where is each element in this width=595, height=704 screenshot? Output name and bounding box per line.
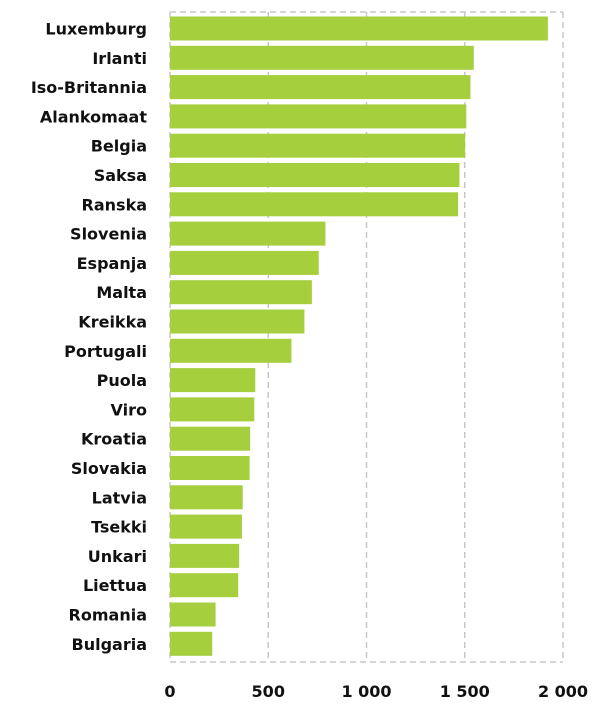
bar-19 <box>170 573 239 598</box>
category-label-19: Liettua <box>83 576 147 595</box>
bar-12 <box>170 368 256 393</box>
bar-17 <box>170 514 242 539</box>
bar-13 <box>170 397 255 422</box>
category-label-12: Puola <box>97 371 147 390</box>
bar-11 <box>170 338 292 363</box>
bar-16 <box>170 485 243 510</box>
category-label-18: Unkari <box>88 547 147 566</box>
category-label-1: Irlanti <box>92 49 147 68</box>
bar-5 <box>170 163 460 187</box>
x-tick-label-4: 2 000 <box>538 682 588 701</box>
bar-6 <box>170 192 459 217</box>
bar-8 <box>170 250 319 275</box>
x-tick-label-2: 1 000 <box>341 682 391 701</box>
bars <box>170 16 548 656</box>
x-tick-label-3: 1 500 <box>440 682 490 701</box>
category-label-11: Portugali <box>64 342 147 361</box>
category-label-4: Belgia <box>91 137 147 156</box>
category-label-10: Kreikka <box>78 313 147 332</box>
bar-10 <box>170 309 305 334</box>
bar-9 <box>170 280 312 305</box>
x-tick-label-1: 500 <box>252 682 285 701</box>
bar-20 <box>170 602 216 627</box>
category-label-9: Malta <box>96 283 147 302</box>
category-label-3: Alankomaat <box>40 107 148 126</box>
bar-2 <box>170 75 471 100</box>
bar-14 <box>170 426 251 451</box>
category-label-16: Latvia <box>92 488 147 507</box>
category-label-8: Espanja <box>77 254 147 273</box>
bar-4 <box>170 133 466 158</box>
category-labels: Luxemburg Irlanti Iso-Britannia Alankomaat B… <box>31 20 148 654</box>
category-label-6: Ranska <box>82 195 147 214</box>
x-tick-label-0: 0 <box>164 682 175 701</box>
bar-18 <box>170 543 240 568</box>
category-label-13: Viro <box>111 400 147 419</box>
bar-3 <box>170 104 467 129</box>
bar-1 <box>170 45 474 70</box>
category-label-15: Slovakia <box>71 459 147 478</box>
category-label-7: Slovenia <box>70 225 147 244</box>
category-label-20: Romania <box>69 606 147 625</box>
category-label-14: Kroatia <box>81 430 147 449</box>
category-label-0: Luxemburg <box>45 20 147 39</box>
bar-7 <box>170 221 326 246</box>
category-label-5: Saksa <box>94 166 147 185</box>
x-tick-labels: 0 500 1 000 1 500 2 000 <box>164 682 588 701</box>
category-label-21: Bulgaria <box>72 635 148 654</box>
bar-0 <box>170 16 548 41</box>
bar-15 <box>170 456 250 480</box>
category-label-17: Tsekki <box>91 518 147 537</box>
bar-21 <box>170 631 213 656</box>
category-label-2: Iso-Britannia <box>31 78 147 97</box>
